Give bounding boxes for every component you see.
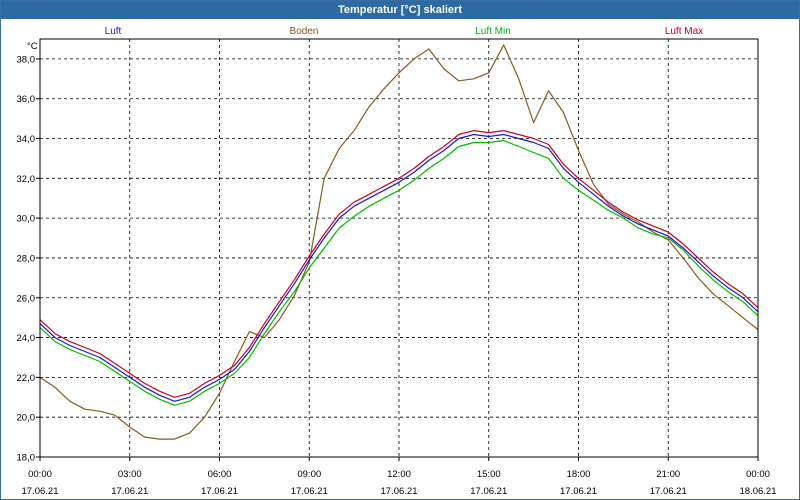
series-line-boden [39,44,759,440]
x-tick-date: 17.06.21 [470,486,507,497]
y-axis-label: °C [27,41,38,52]
y-tick-label: 20,0 [17,413,36,424]
series-layer [39,44,759,440]
x-tick-time: 00:00 [28,469,52,480]
y-tick-label: 32,0 [17,174,36,185]
y-tick-label: 24,0 [17,333,36,344]
x-tick-time: 03:00 [118,469,142,480]
y-tick-label: 28,0 [17,253,36,264]
x-tick-date: 18.06.21 [740,486,777,497]
x-tick-time: 18:00 [567,469,591,480]
x-tick-date: 17.06.21 [381,486,418,497]
y-tick-label: 38,0 [17,54,36,65]
series-line-luft-max [39,130,759,398]
grid-layer [40,39,758,458]
x-tick-date: 17.06.21 [111,486,148,497]
axis-layer: 18,0 20,0 22,0 24,0 26,0 28,0 30,0 32,0 34,0 36,0… [17,38,777,497]
x-tick-time: 06:00 [208,469,232,480]
legend-boden: Boden [290,26,319,37]
y-tick-label: 36,0 [17,94,36,105]
x-tick-date: 17.06.21 [291,486,328,497]
x-tick-date: 17.06.21 [22,486,59,497]
x-tick-time: 21:00 [656,469,680,480]
series-line-luft [39,133,759,402]
legend-luft-min: Luft Min [475,26,511,37]
x-tick-time: 15:00 [477,469,501,480]
legend-luft: Luft [105,26,122,37]
y-tick-label: 22,0 [17,373,36,384]
y-tick-label: 18,0 [17,453,36,464]
x-tick-time: 00:00 [746,469,770,480]
y-tick-label: 34,0 [17,134,36,145]
legend: Luft Boden Luft Min Luft Max [105,26,704,37]
x-tick-date: 17.06.21 [560,486,597,497]
series-line-luft-min [39,139,759,406]
x-tick-time: 12:00 [387,469,411,480]
legend-luft-max: Luft Max [665,26,703,37]
chart-title: Temperatur [°C] skaliert [1,1,799,19]
x-tick-time: 09:00 [297,469,321,480]
x-tick-date: 17.06.21 [201,486,238,497]
y-tick-label: 26,0 [17,293,36,304]
y-tick-label: 30,0 [17,214,36,225]
x-tick-date: 17.06.21 [650,486,687,497]
